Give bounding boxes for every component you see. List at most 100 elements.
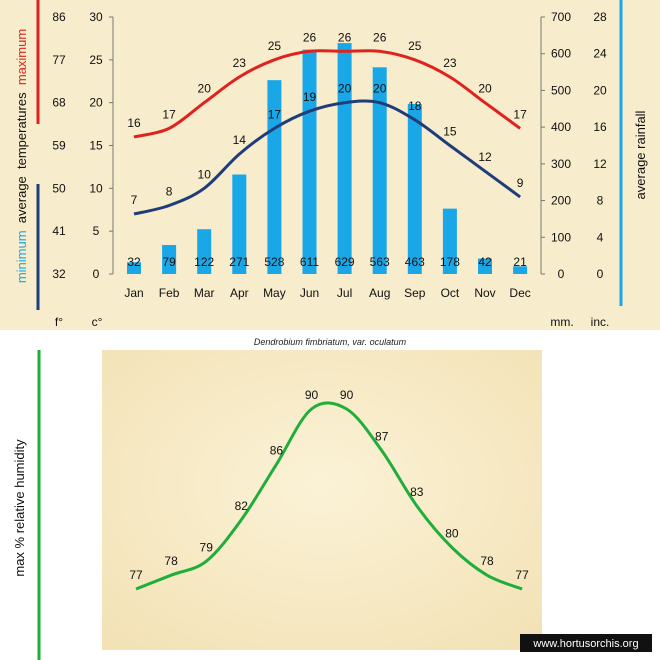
minimum-value-label: 15 — [443, 125, 457, 139]
month-tick-label: Aug — [369, 286, 390, 300]
month-tick-label: Dec — [509, 286, 530, 300]
fahrenheit-tick-label: 68 — [52, 96, 66, 110]
mm-tick-label: 400 — [551, 120, 571, 134]
rainfall-bar — [197, 229, 212, 274]
temperature-axis-title-part: maximum — [14, 29, 29, 93]
rainfall-bar — [372, 67, 387, 274]
mm-unit-label: mm. — [550, 315, 573, 329]
celsius-unit-label: c° — [92, 315, 103, 329]
minimum-value-label: 19 — [303, 90, 317, 104]
month-tick-label: Oct — [441, 286, 460, 300]
humidity-value-label: 83 — [410, 485, 424, 499]
rainfall-bar — [267, 80, 282, 274]
month-tick-label: Feb — [159, 286, 180, 300]
fahrenheit-tick-label: 59 — [52, 139, 66, 153]
inch-tick-label: 8 — [597, 194, 604, 208]
humidity-line-path — [135, 401, 523, 591]
maximum-value-label: 23 — [443, 56, 457, 70]
maximum-value-label: 20 — [198, 82, 212, 96]
fahrenheit-unit-label: f° — [55, 315, 63, 329]
temperature-axis-title: minimum average temperatures maximum — [14, 29, 29, 283]
inch-tick-label: 16 — [593, 120, 607, 134]
inch-tick-label: 4 — [597, 230, 604, 244]
rainfall-bar — [162, 244, 177, 274]
rainfall-value-label: 79 — [162, 255, 176, 269]
rainfall-bar — [337, 43, 352, 275]
rainfall-bar — [513, 266, 528, 274]
rainfall-value-label: 42 — [478, 255, 492, 269]
maximum-value-label: 20 — [478, 82, 492, 96]
rainfall-value-label: 178 — [440, 255, 460, 269]
rainfall-value-label: 611 — [300, 255, 319, 269]
humidity-axis-title: max % relative humidity — [12, 439, 27, 577]
rainfall-bar — [407, 104, 422, 275]
humidity-value-label: 82 — [235, 499, 249, 513]
humidity-value-label: 77 — [129, 568, 143, 582]
rainfall-value-label: 32 — [127, 255, 141, 269]
temperature-rainfall-chart: 8677685950413230252015105070060050040030… — [14, 0, 648, 347]
temperature-axis-title-part: average — [14, 176, 29, 230]
top-data-labels: 32 79 122 271 528 611 629 563 463 178 42 2116172023… — [127, 30, 527, 269]
maximum-value-label: 17 — [513, 107, 527, 121]
minimum-value-label: 18 — [408, 99, 422, 113]
rainfall-bar — [302, 49, 317, 274]
rainfall-value-label: 528 — [264, 255, 284, 269]
temperature-axis-title-part: temperatures — [14, 92, 29, 176]
rainfall-value-label: 21 — [513, 255, 527, 269]
humidity-value-label: 79 — [200, 540, 214, 554]
celsius-tick-label: 5 — [93, 224, 100, 238]
maximum-temperature-line — [133, 49, 521, 139]
month-tick-label: Jan — [124, 286, 143, 300]
celsius-tick-label: 15 — [89, 139, 103, 153]
bottom-background — [102, 350, 542, 650]
maximum-value-label: 26 — [373, 30, 387, 44]
fahrenheit-tick-label: 86 — [52, 10, 66, 24]
humidity-chart: max % relative humidity 77 78 79 82 86 90 90 87… — [12, 350, 529, 660]
fahrenheit-tick-label: 77 — [52, 53, 66, 67]
humidity-value-label: 90 — [305, 388, 319, 402]
minimum-value-label: 10 — [198, 167, 212, 181]
month-tick-label: Apr — [230, 286, 249, 300]
mm-tick-label: 600 — [551, 47, 571, 61]
humidity-value-label: 90 — [340, 388, 354, 402]
minimum-value-label: 9 — [517, 176, 524, 190]
humidity-value-label: 80 — [445, 526, 459, 540]
watermark-text: www.hortusorchis.org — [532, 638, 638, 650]
maximum-value-label: 26 — [338, 30, 352, 44]
inch-tick-label: 28 — [593, 10, 607, 24]
rainfall-value-label: 271 — [229, 255, 249, 269]
maximum-value-label: 25 — [408, 39, 422, 53]
mm-tick-label: 500 — [551, 83, 571, 97]
rainfall-axis-title: average rainfall — [633, 110, 648, 199]
mm-tick-label: 300 — [551, 157, 571, 171]
rainfall-bar — [442, 208, 457, 274]
humidity-line: max % relative humidity — [12, 350, 523, 660]
fahrenheit-tick-label: 41 — [52, 224, 66, 238]
minimum-value-label: 20 — [373, 82, 387, 96]
inch-tick-label: 12 — [593, 157, 607, 171]
inch-tick-label: 24 — [593, 47, 607, 61]
maximum-value-label: 26 — [303, 30, 317, 44]
rainfall-value-label: 122 — [194, 255, 214, 269]
rainfall-bars — [127, 43, 528, 275]
top-background — [0, 0, 660, 330]
temperature-lines — [133, 49, 521, 216]
rainfall-bar — [232, 174, 247, 274]
mm-tick-label: 700 — [551, 10, 571, 24]
minimum-temperature-line — [133, 99, 521, 216]
chart-caption: Dendrobium fimbriatum, var. oculatum — [254, 337, 407, 347]
minimum-value-label: 12 — [478, 150, 492, 164]
maximum-value-label: 16 — [127, 116, 141, 130]
minimum-value-label: 14 — [233, 133, 247, 147]
month-tick-label: Nov — [474, 286, 495, 300]
rainfall-value-label: 563 — [370, 255, 390, 269]
celsius-tick-label: 20 — [89, 96, 103, 110]
celsius-tick-label: 25 — [89, 53, 103, 67]
minimum-value-label: 17 — [268, 107, 282, 121]
maximum-value-label: 23 — [233, 56, 247, 70]
month-tick-label: Mar — [194, 286, 215, 300]
month-tick-label: May — [263, 286, 286, 300]
month-tick-label: Jun — [300, 286, 319, 300]
humidity-value-label: 78 — [164, 554, 178, 568]
